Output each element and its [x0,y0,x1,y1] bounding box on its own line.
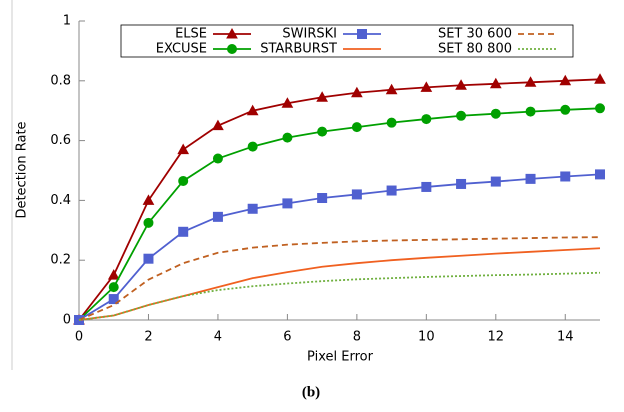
legend-box [120,24,574,58]
marker [212,211,223,222]
marker [489,77,502,89]
marker [227,44,237,54]
x-tick-label: 0 [75,330,83,345]
marker [281,97,294,108]
marker [212,153,223,164]
marker [490,108,501,119]
marker [143,217,154,228]
marker [177,143,190,155]
x-tick-label: 2 [144,330,152,345]
marker [351,122,362,133]
marker [560,104,571,115]
marker [178,226,189,237]
marker [142,194,155,205]
marker [226,27,238,39]
marker [108,294,119,305]
marker [525,106,536,117]
y-tick-label: 0.2 [50,253,71,268]
y-tick-label: 0.6 [50,133,71,148]
y-tick-label: 0 [63,313,71,328]
legend-label: SET 80 800 [438,42,512,57]
marker [386,117,397,128]
marker [595,103,605,114]
x-tick-label: 14 [557,330,574,345]
marker [212,119,224,131]
marker [420,81,433,92]
marker [560,171,571,182]
marker [559,74,572,86]
marker [178,175,189,186]
y-axis-label: Detection Rate [15,121,30,218]
y-tick-label: 0.8 [50,73,71,88]
legend-label: STARBURST [260,42,337,57]
marker [357,29,367,39]
legend-label: SWIRSKI [282,27,337,42]
legend-label: EXCUSE [156,42,207,57]
series-line [78,78,601,321]
y-tick-label: 1 [63,14,71,29]
marker [351,189,362,200]
marker [490,176,501,187]
marker [143,253,154,264]
series-line [78,271,601,321]
legend-label: ELSE [175,27,207,42]
y-tick-label: 0.4 [50,193,71,208]
marker [282,198,293,209]
marker [351,86,363,98]
series-line [78,236,601,321]
marker [595,169,605,180]
marker [386,185,397,196]
series-line [78,107,601,321]
marker [525,173,536,184]
marker [247,141,258,152]
marker [421,181,432,192]
series-line [78,173,601,321]
marker [317,126,328,137]
x-tick-label: 6 [283,330,291,345]
marker [594,73,606,84]
series-line [78,247,601,321]
x-tick-label: 12 [488,330,505,345]
marker [108,282,119,293]
marker [456,110,467,121]
x-axis-label: Pixel Error [307,350,374,365]
legend-label: SET 30 600 [438,27,512,42]
marker [247,203,258,214]
marker [455,79,467,90]
marker [246,104,259,116]
x-tick-label: 10 [418,330,435,345]
marker [385,83,398,95]
marker [524,76,537,87]
marker [317,193,328,204]
x-tick-label: 8 [353,330,361,345]
marker [421,114,432,125]
marker [456,178,467,189]
marker [107,269,120,280]
x-tick-label: 4 [214,330,222,345]
marker [282,132,293,143]
caption: (b) [302,384,320,400]
marker [316,91,328,102]
